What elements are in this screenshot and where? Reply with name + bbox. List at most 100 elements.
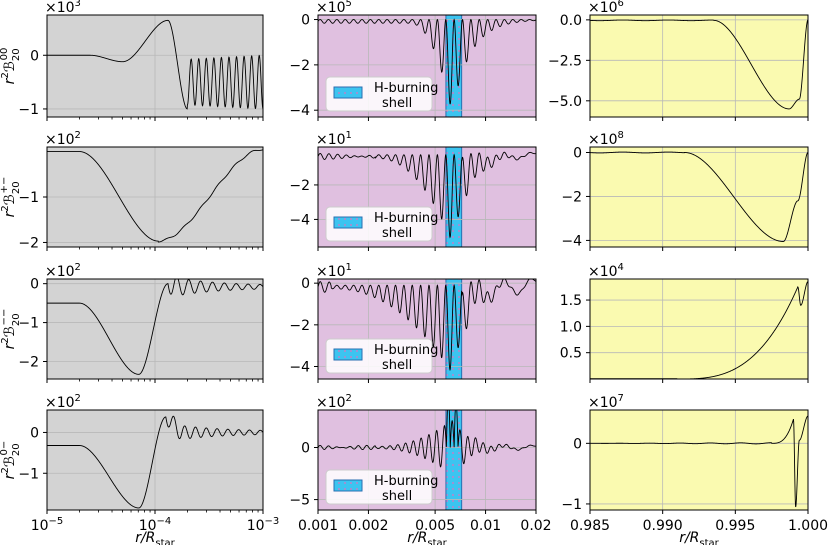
x-tick-label: 0.985 [570,518,610,534]
series-line [590,415,809,508]
y-tick-label: 0 [573,145,582,161]
panel-grid: 0−1×1030−2−4×105H-burningshell0.0−2.5−5.… [18,0,809,514]
panel-frame [589,278,809,380]
panel-frame [589,146,809,248]
panel-background [590,147,808,247]
y-tick-label: 1.5 [560,293,582,309]
series-line [317,18,537,105]
legend-swatch [333,86,363,99]
y-tick-label: −2 [289,178,310,194]
x-tick-label: 10−3 [247,516,280,534]
y-tick-label: −4 [289,103,310,119]
legend-label-line2: shell [382,489,412,504]
y-tick-label: 0.5 [560,346,582,362]
panel-r1-c2: 0 −2 −4 ×108 [561,130,809,251]
x-tick-label: 0.002 [348,518,388,534]
row-label: r2ℬ2000 [0,48,22,85]
y-tick-label: 0 [30,277,39,293]
panel-frame [317,278,537,380]
legend-box [325,76,433,112]
panel-r3-c0: 0 −1 ×102 [18,393,264,514]
panel-r2-c0: 0 −1 −2 ×102 [18,262,264,383]
legend-label-line2: shell [382,358,412,373]
y-tick-label: −5.0 [548,94,582,110]
x-tick-label: 1.000 [788,518,828,534]
legend-box [325,206,433,242]
y-tick-label: −1 [18,190,39,206]
y-tick-label: −1 [561,497,582,513]
panel-background [590,279,808,379]
x-tick-label: 0.990 [643,518,683,534]
axis-multiplier: ×101 [316,130,352,148]
x-tick-label: 0.01 [470,518,501,534]
legend-label-line2: shell [382,96,412,111]
series-line [589,19,809,110]
y-tick-label: −2 [18,354,39,370]
y-tick-label: 0 [301,441,310,457]
series-line [317,151,537,239]
x-axis-label: r/Rstar [407,530,447,545]
legend-swatch [333,216,363,229]
axis-multiplier: ×107 [588,393,624,411]
y-tick-label: −2 [561,189,582,205]
x-axis-label: r/Rstar [679,530,719,545]
panel-frame [589,14,809,118]
legend-label-line1: H-burning [374,211,438,226]
legend-box [325,469,433,505]
y-tick-label: 0 [30,48,39,64]
panel-r2-c2: 0.5 1.0 1.5 ×104 [560,262,809,383]
legend-box [325,338,433,374]
series-line [317,278,537,372]
axis-multiplier: ×102 [45,130,81,148]
panel-r0-c0: 0 −1 ×103 [18,0,264,121]
x-tick-label: 0.005 [415,518,455,534]
y-tick-label: 0.0 [560,13,582,29]
series-line [47,278,264,375]
x-tick-label: 0.995 [715,518,755,534]
axis-multiplier: ×108 [588,130,624,148]
y-tick-label: −2 [289,58,310,74]
y-tick-label: −2.5 [548,53,582,69]
x-tick-label: 0.001 [298,518,338,534]
panel-frame [317,409,537,511]
y-tick-label: 0 [30,425,39,441]
y-tick-label: −1 [18,102,39,118]
row-label: r2ℬ20+− [0,177,22,218]
y-tick-label: −4 [561,233,582,249]
y-tick-label: 0 [301,13,310,29]
x-tick-label: 10−4 [139,516,172,534]
panel-frame [589,409,809,511]
legend-swatch [333,479,363,492]
y-tick-label: −2 [18,235,39,251]
panel-r1-c0: −1 −2 ×102 [18,130,264,251]
x-axis-labels: 10−5 10−4 10−3 r/Rstar 0.001 0.002 0.005 0.01 0.… [31,516,828,545]
y-tick-label: −2 [289,318,310,334]
series-line [317,409,537,468]
axis-multiplier: ×102 [45,393,81,411]
h-burning-shell-band [445,409,463,511]
axis-multiplier: ×102 [45,262,81,280]
series-line [47,149,264,243]
axis-multiplier: ×104 [588,262,624,280]
panel-background [590,410,808,510]
axis-multiplier: ×105 [316,0,352,16]
y-tick-label: −1 [18,316,39,332]
legend-label-line1: H-burning [374,343,438,358]
legend-label-line2: shell [382,226,412,241]
x-tick-label: 10−5 [31,516,64,534]
y-tick-label: −4 [289,360,310,376]
panel-frame [317,14,537,118]
row-label: r2ℬ200− [0,441,22,480]
row-label: r2ℬ20−− [0,309,22,350]
axis-multiplier: ×103 [45,0,81,16]
series-line [47,19,264,110]
legend-label-line1: H-burning [374,474,438,489]
axis-multiplier: ×101 [316,262,352,280]
